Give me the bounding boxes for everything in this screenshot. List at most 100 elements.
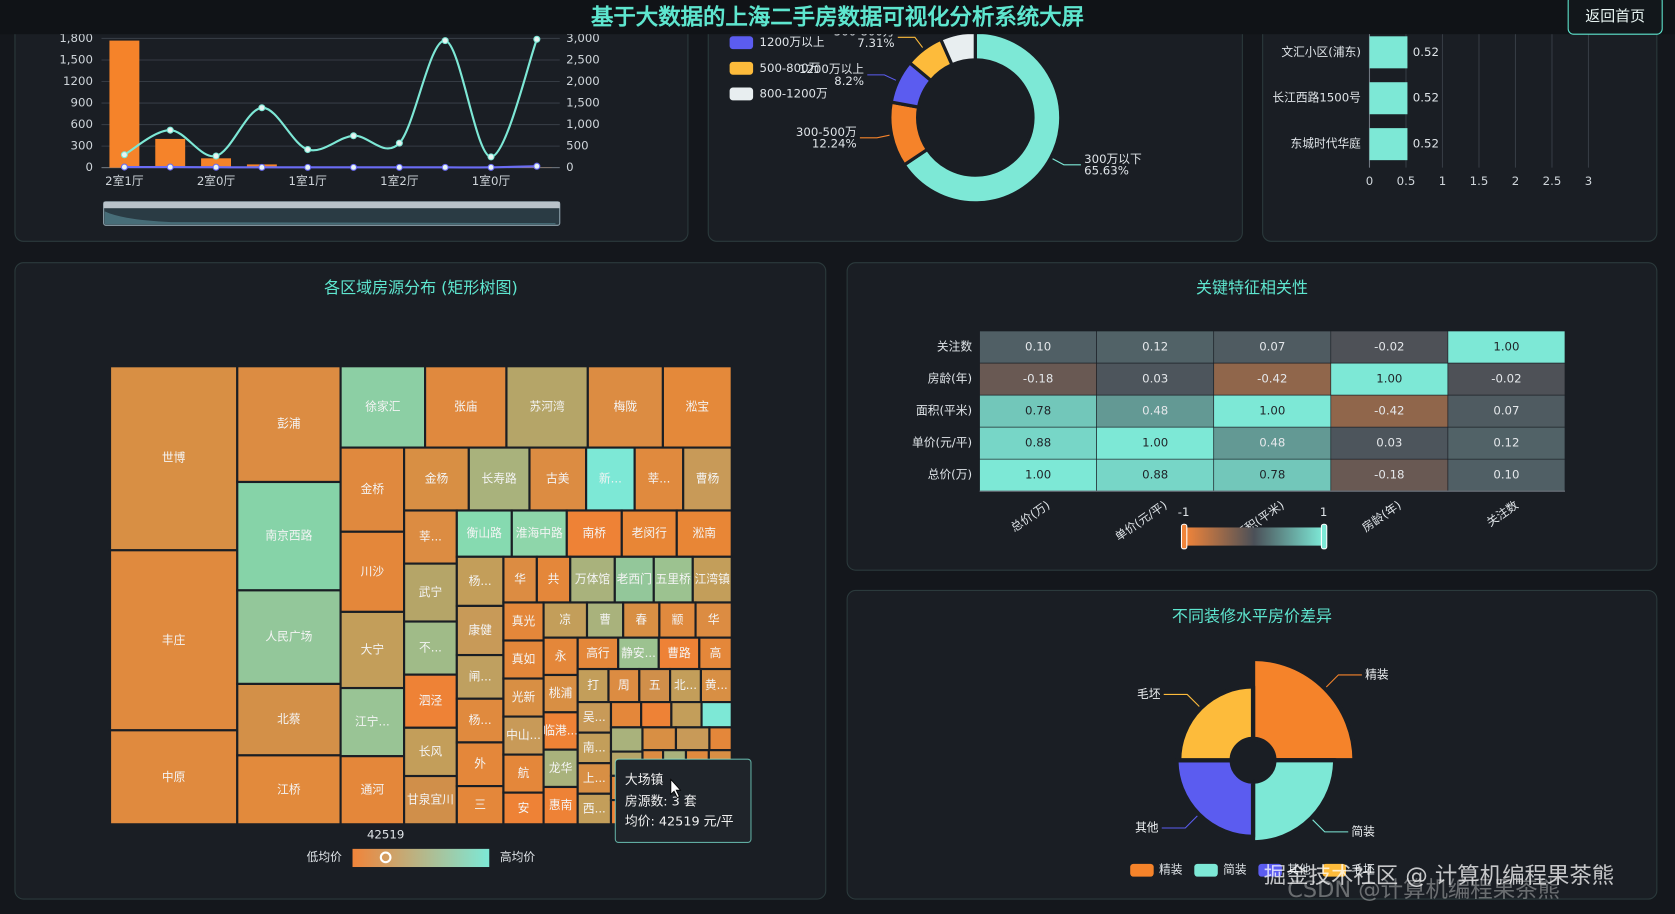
category-label: 长江西路1500号 [1272, 91, 1361, 105]
visualmap-max-label: 高均价 [500, 850, 535, 864]
slice-name: 其他 [1135, 820, 1159, 834]
pie-slice [939, 30, 977, 67]
treemap-cell [403, 562, 458, 623]
treemap-label: 康健 [468, 623, 492, 637]
treemap-label: 杨... [469, 713, 492, 727]
x-tick-label: 0 [1366, 174, 1373, 188]
panel-title: 各区域房源分布 (矩形树图) [324, 278, 518, 297]
y-tick-label: 0 [85, 160, 92, 174]
slice-label: 8.2% [834, 74, 864, 88]
treemap-label: 五 [649, 678, 661, 692]
slice-label: 12.24% [812, 137, 857, 151]
visualmap-bar [352, 848, 490, 868]
line-point [120, 151, 128, 159]
treemap-cell [236, 682, 342, 757]
y2-tick-label: 3,000 [566, 31, 600, 45]
heatmap-cell [1213, 394, 1332, 428]
bar [1369, 36, 1408, 69]
treemap-cell [694, 601, 733, 639]
visualmap-handle [1320, 523, 1328, 550]
heatmap-cell [1447, 458, 1566, 492]
header: 基于大数据的上海二手房数据可视化分析系统大屏 返回首页 [0, 0, 1675, 35]
label-line [1312, 819, 1349, 833]
panel [1262, 0, 1658, 242]
treemap-cell [510, 509, 568, 558]
zoom-slider-preview [104, 211, 556, 225]
heatmap-cell [1447, 330, 1566, 364]
back-button-label[interactable]: 返回首页 [1585, 7, 1645, 25]
treemap-label: 曹 [599, 613, 611, 627]
line-point [350, 132, 358, 140]
label-line [867, 74, 897, 81]
legend-label: 800-1200万 [760, 86, 829, 100]
visualmap-handle [379, 851, 392, 864]
treemap-cell [236, 754, 342, 826]
bar [201, 158, 232, 168]
heatmap-cell [1213, 426, 1332, 460]
treemap-cell [700, 701, 733, 729]
cell-label: 1.00 [1025, 468, 1051, 482]
treemap-label: 华 [514, 572, 526, 586]
line-point [441, 37, 449, 45]
treemap-cell [585, 601, 625, 639]
treemap-label: 世博 [162, 451, 186, 465]
cell-label: 0.03 [1376, 436, 1402, 450]
panel-title: 关键特征相关性 [1196, 278, 1308, 297]
treemap-label: 老西门 [617, 572, 652, 586]
bar [155, 138, 186, 168]
treemap-cell [339, 446, 406, 533]
cell-label: 0.12 [1493, 436, 1519, 450]
cell-label: -0.02 [1491, 372, 1521, 386]
treemap-label: 张庙 [454, 399, 478, 413]
line-point [487, 163, 495, 171]
legend-label: 其他 [1287, 863, 1311, 877]
y2-tick-label: 2,000 [566, 74, 600, 88]
heatmap-cell [1330, 426, 1449, 460]
heatmap-cell [1330, 458, 1449, 492]
legend-label: 1200万以上 [760, 35, 825, 49]
treemap-cell [403, 774, 458, 826]
heatmap-cell [1213, 330, 1332, 364]
heatmap-cell [1096, 458, 1215, 492]
cursor [670, 778, 682, 799]
treemap-label: 春 [635, 613, 647, 627]
watermark: 掘金技术社区 @ 计算机编程果茶熊 [1264, 863, 1614, 889]
treemap-cell [670, 701, 703, 729]
label-line [1161, 815, 1198, 829]
treemap-cell [674, 726, 711, 752]
cell-label: 1.00 [1142, 436, 1168, 450]
slice-name: 精装 [1365, 667, 1389, 681]
treemap-cell [502, 715, 545, 756]
heatmap-cell [1330, 394, 1449, 428]
cell-label: -0.42 [1257, 372, 1287, 386]
y-tick-label: 600 [71, 117, 93, 131]
x-tick-label: 3 [1585, 174, 1592, 188]
treemap-label: 武宁 [419, 585, 442, 599]
treemap-cell [708, 726, 733, 752]
cell-label: 0.88 [1025, 436, 1051, 450]
heatmap-cell [1213, 362, 1332, 396]
page-title: 基于大数据的上海二手房数据可视化分析系统大屏 [591, 4, 1084, 31]
line-point [441, 163, 449, 171]
treemap-label: 曹路 [667, 646, 691, 660]
back-button[interactable] [1567, 0, 1663, 35]
treemap-cell [576, 792, 613, 826]
slice-name: 300-500万 [796, 125, 857, 139]
heatmap-cell [1447, 394, 1566, 428]
treemap-label: 西... [583, 802, 606, 816]
line-point [395, 163, 403, 171]
treemap-label: 安 [518, 801, 530, 815]
slice-label: 7.31% [857, 36, 894, 50]
treemap-cell [542, 636, 579, 677]
y2-tick-label: 1,500 [566, 96, 600, 110]
legend-swatch [729, 36, 754, 50]
treemap-cell [542, 601, 589, 639]
y-tick-label: 1,500 [59, 52, 93, 66]
zoom-slider-bar[interactable] [103, 201, 560, 209]
heatmap-cell [979, 394, 1097, 428]
visualmap-min-label: 低均价 [307, 850, 342, 864]
treemap-label: 杨... [469, 574, 492, 588]
treemap-label: 江湾镇 [695, 572, 730, 586]
line-point [304, 163, 312, 171]
cell-label: 0.10 [1493, 468, 1519, 482]
